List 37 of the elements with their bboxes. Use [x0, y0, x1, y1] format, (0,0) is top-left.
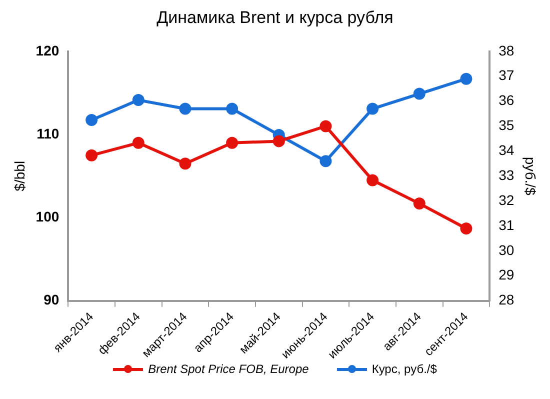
point: [179, 102, 192, 115]
point: [86, 114, 98, 126]
y2-tick-label: 35: [498, 117, 514, 134]
y2-tick-label: 31: [498, 216, 514, 233]
y2-tick-label: 30: [498, 242, 514, 258]
point: [460, 222, 472, 234]
point: [226, 136, 238, 149]
y2-tick-label: 32: [498, 192, 514, 208]
point: [132, 94, 144, 106]
point: [132, 136, 144, 149]
y2-tick-label: 37: [498, 67, 514, 84]
y-tick-label: 120: [36, 42, 60, 58]
y2-axis-title: руб./$: [522, 156, 539, 196]
point: [86, 149, 98, 162]
y2-tick-label: 33: [498, 166, 514, 183]
y2-tick-label: 34: [498, 142, 514, 158]
y2-tick-label: 36: [498, 92, 514, 108]
point: [179, 158, 192, 170]
chart-title: Динамика Brent и курса рубля: [156, 8, 394, 28]
point: [413, 88, 426, 100]
y-axis-title: $/bbl: [11, 160, 28, 192]
y2-tick-label: 38: [498, 42, 514, 58]
point: [226, 102, 238, 115]
point: [366, 102, 379, 115]
legend-label: Курс, руб./$: [372, 362, 437, 376]
y2-tick-label: 29: [498, 266, 514, 283]
point: [366, 174, 379, 186]
point: [320, 155, 332, 168]
y2-tick-label: 28: [498, 292, 514, 308]
y-tick-label: 90: [44, 292, 60, 308]
y-tick-label: 110: [36, 125, 60, 142]
y-tick-label: 100: [36, 208, 60, 225]
point: [460, 72, 472, 85]
point: [413, 198, 426, 210]
point: [272, 135, 285, 148]
point: [320, 120, 332, 132]
legend-label: Brent Spot Price FOB, Europe: [148, 362, 309, 376]
